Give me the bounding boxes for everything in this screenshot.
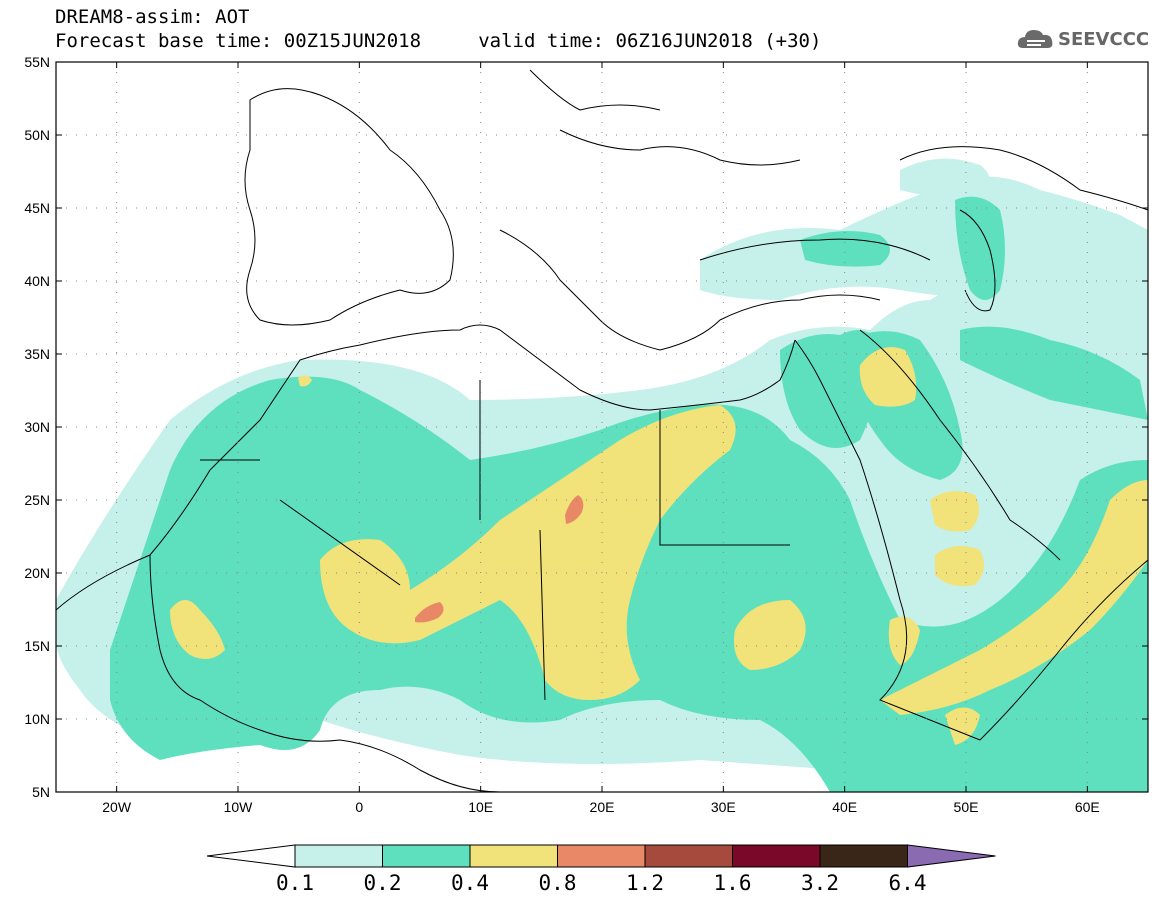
logo-text: SEEVCCC — [1058, 29, 1150, 50]
lon-tick-label: 40E — [832, 799, 857, 815]
coastlines — [56, 69, 1148, 792]
colorbar-swatch — [819, 844, 908, 868]
lon-tick-label: 20W — [102, 799, 132, 815]
lon-tick-label: 0 — [355, 799, 363, 815]
chart-title: DREAM8-assim: AOT — [55, 6, 250, 28]
aot-region-0.4 — [320, 405, 736, 700]
colorbar-over-arrow — [907, 844, 996, 868]
lat-tick-label: 35N — [24, 346, 50, 362]
colorbar-label: 0.8 — [539, 871, 577, 895]
aot-field — [56, 158, 1148, 792]
colorbar-label: 6.4 — [889, 871, 927, 895]
lat-tick-label: 40N — [24, 273, 50, 289]
colorbar-swatch — [732, 844, 821, 868]
lat-tick-label: 10N — [24, 711, 50, 727]
cloud-logo-icon — [1017, 30, 1053, 48]
lat-tick-label: 50N — [24, 127, 50, 143]
colorbar-swatch — [469, 844, 558, 868]
lat-tick-label: 5N — [32, 784, 50, 800]
lat-tick-label: 30N — [24, 419, 50, 435]
lon-tick-label: 60E — [1075, 799, 1100, 815]
lat-tick-label: 15N — [24, 638, 50, 654]
lon-tick-label: 10W — [224, 799, 254, 815]
lat-tick-label: 20N — [24, 565, 50, 581]
lon-tick-label: 10E — [468, 799, 493, 815]
colorbar-label: 0.1 — [276, 871, 314, 895]
lon-labels: 20W 10W 0 10E 20E 30E 40E 50E 60E — [102, 799, 1100, 815]
colorbar-swatch — [294, 844, 383, 868]
colorbar-label: 1.2 — [626, 871, 664, 895]
grid — [56, 62, 1148, 792]
lat-tick-label: 25N — [24, 492, 50, 508]
lat-tick-label: 55N — [24, 54, 50, 70]
lon-tick-label: 50E — [954, 799, 979, 815]
colorbar-swatch — [382, 844, 471, 868]
colorbar-label: 1.6 — [714, 871, 752, 895]
colorbar-swatch — [644, 844, 733, 868]
forecast-time-line: Forecast base time: 00Z15JUN2018 valid t… — [55, 30, 822, 52]
lat-tick-label: 45N — [24, 200, 50, 216]
colorbar — [206, 844, 996, 868]
lon-tick-label: 20E — [590, 799, 615, 815]
colorbar-labels: 0.1 0.2 0.4 0.8 1.2 1.6 3.2 6.4 — [276, 871, 926, 895]
colorbar-swatch — [557, 844, 646, 868]
lon-tick-label: 30E — [711, 799, 736, 815]
colorbar-label: 0.2 — [364, 871, 402, 895]
colorbar-under-arrow — [206, 844, 296, 868]
colorbar-label: 3.2 — [801, 871, 839, 895]
colorbar-label: 0.4 — [451, 871, 489, 895]
lat-labels: 55N 50N 45N 40N 35N 30N 25N 20N 15N 10N 5N — [24, 54, 50, 800]
aot-region-0.8 — [565, 495, 584, 524]
